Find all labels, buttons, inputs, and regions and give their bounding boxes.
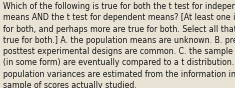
Text: Which of the following is true for both the t test for independent
means AND the: Which of the following is true for both … <box>3 2 235 88</box>
